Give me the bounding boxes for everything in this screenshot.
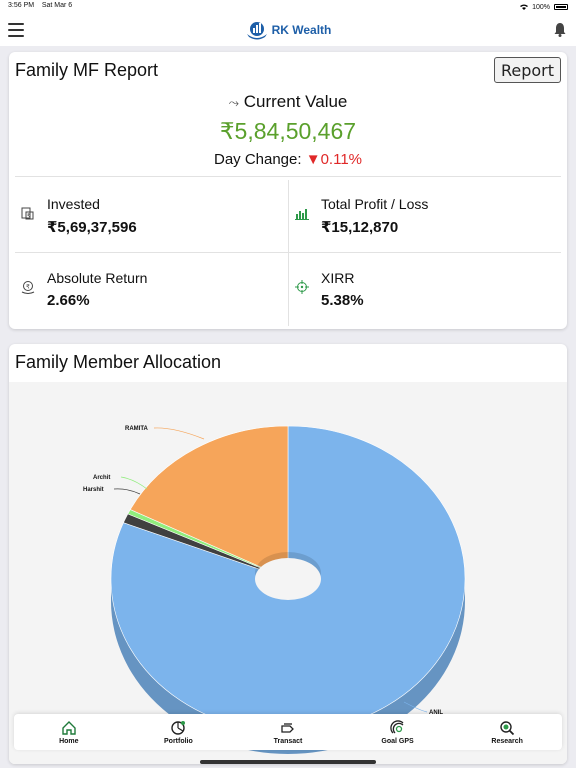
pie-slice-ramita[interactable] xyxy=(129,425,289,580)
battery-percent: 100% xyxy=(532,3,550,11)
transact-icon xyxy=(281,722,294,733)
home-indicator xyxy=(200,760,376,764)
anil-connector xyxy=(403,701,428,713)
tab-home-label: Home xyxy=(59,737,79,745)
invested-icon: ₹ xyxy=(21,207,34,220)
pie-chart: RAMITA Archit Harshit ANIL xyxy=(83,425,466,754)
day-change: Day Change: ▼0.11% xyxy=(9,151,567,168)
app-header: RK Wealth xyxy=(0,14,576,46)
profit-label: Total Profit / Loss xyxy=(321,196,429,212)
pie-label-anil: ANIL xyxy=(429,710,443,716)
allocation-card: Family Member Allocation RAMITA Archit H… xyxy=(9,344,567,764)
bar-chart-icon xyxy=(295,209,309,220)
current-value-heading: ⤳ Current Value xyxy=(9,92,567,112)
portfolio-icon xyxy=(171,720,186,735)
tab-portfolio[interactable]: Portfolio xyxy=(124,714,234,750)
invested-value: ₹5,69,37,596 xyxy=(47,219,137,236)
tab-portfolio-label: Portfolio xyxy=(164,737,193,745)
tab-home[interactable]: Home xyxy=(14,714,124,750)
report-card: Family MF Report Report ⤳ Current Value … xyxy=(9,52,567,329)
report-title: Family MF Report xyxy=(15,60,159,80)
tab-goal-gps-label: Goal GPS xyxy=(381,737,414,745)
current-value-label: Current Value xyxy=(243,92,348,111)
divider xyxy=(15,176,561,177)
wifi-icon xyxy=(520,4,529,10)
pie-label-ramita: RAMITA xyxy=(125,426,149,432)
donut-hole xyxy=(255,558,321,600)
tab-research[interactable]: Research xyxy=(452,714,562,750)
trend-icon: ⤳ xyxy=(228,95,240,110)
archit-connector xyxy=(120,476,148,490)
bottom-tab-bar: Home Portfolio Transact Goal GPS Researc… xyxy=(14,714,562,750)
ramita-connector xyxy=(153,427,205,440)
profit-value: ₹15,12,870 xyxy=(321,219,399,236)
tab-transact[interactable]: Transact xyxy=(233,714,343,750)
goal-gps-icon xyxy=(389,719,404,733)
notification-bell-icon[interactable] xyxy=(554,22,566,37)
report-button[interactable]: Report xyxy=(493,57,561,83)
down-arrow-icon: ▼ xyxy=(305,151,321,168)
current-value: ₹5,84,50,467 xyxy=(219,118,357,144)
xirr-value: 5.38% xyxy=(321,292,364,309)
absolute-return-label: Absolute Return xyxy=(47,270,148,286)
rk-wealth-logo-icon xyxy=(246,22,267,40)
svg-text:₹: ₹ xyxy=(27,213,30,219)
tab-transact-label: Transact xyxy=(273,737,303,745)
allocation-title: Family Member Allocation xyxy=(15,352,222,372)
day-change-value: 0.11% xyxy=(320,151,362,168)
tab-research-label: Research xyxy=(491,737,523,745)
svg-text:₹: ₹ xyxy=(26,284,30,291)
status-date: Sat Mar 6 xyxy=(41,2,73,9)
tab-goal-gps[interactable]: Goal GPS xyxy=(343,714,453,750)
harshit-connector xyxy=(113,488,141,495)
pie-label-harshit: Harshit xyxy=(83,487,104,493)
xirr-label: XIRR xyxy=(321,270,355,286)
home-icon xyxy=(62,720,76,735)
hamburger-menu-icon[interactable] xyxy=(8,23,24,37)
return-coin-icon: ₹ xyxy=(21,281,35,294)
target-icon xyxy=(295,280,309,294)
day-change-label: Day Change: xyxy=(213,151,302,168)
absolute-return-value: 2.66% xyxy=(47,292,90,309)
battery-icon xyxy=(554,4,568,10)
app-name: RK Wealth xyxy=(271,23,332,37)
status-bar: 3:56 PM Sat Mar 6 100% xyxy=(0,0,576,14)
research-icon xyxy=(500,720,515,735)
pie-slice-anil[interactable] xyxy=(110,425,466,733)
allocation-chart: RAMITA Archit Harshit ANIL xyxy=(9,382,567,764)
divider xyxy=(288,180,289,326)
pie-label-archit: Archit xyxy=(93,475,110,481)
invested-label: Invested xyxy=(47,196,100,212)
brand: RK Wealth xyxy=(245,20,332,40)
status-time: 3:56 PM xyxy=(8,2,35,9)
